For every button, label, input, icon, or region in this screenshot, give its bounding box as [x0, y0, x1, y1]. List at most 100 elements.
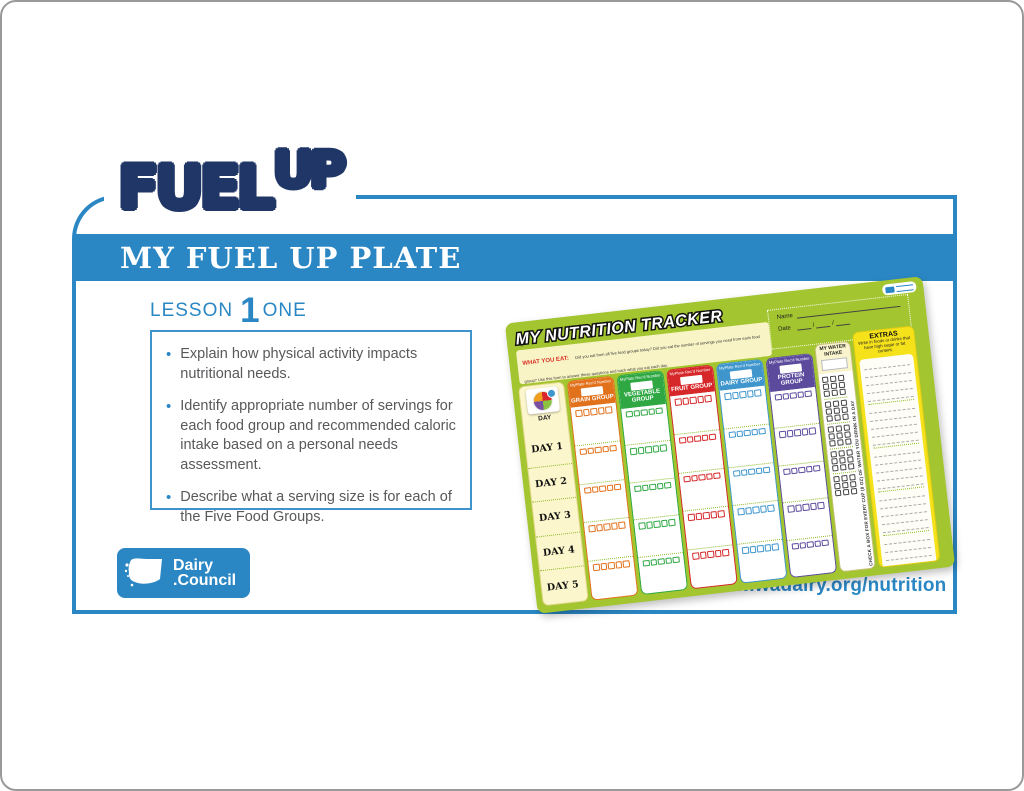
water-checkbox	[837, 439, 844, 446]
water-checkbox	[830, 382, 838, 390]
serving-checkbox	[699, 551, 707, 559]
objectives-box: • Explain how physical activity impacts n…	[150, 330, 472, 525]
serving-checkbox	[615, 561, 623, 569]
water-checkbox	[831, 457, 838, 465]
serving-checkbox	[587, 447, 595, 455]
water-checkbox	[844, 431, 851, 438]
serving-checkbox	[618, 521, 626, 530]
serving-checkbox	[782, 392, 790, 400]
serving-checkbox-row	[724, 389, 764, 428]
serving-checkbox	[652, 445, 660, 453]
water-checkbox	[831, 464, 839, 472]
serving-checkbox	[641, 484, 649, 492]
day-label: DAY 5	[546, 578, 580, 594]
serving-checkbox	[602, 445, 610, 453]
serving-checkbox	[637, 446, 645, 455]
serving-checkbox	[665, 556, 673, 565]
serving-checkbox	[814, 539, 822, 548]
serving-checkbox	[579, 448, 587, 456]
water-checkbox	[846, 449, 853, 456]
fuel-up-logo-word-up: UP	[270, 138, 349, 202]
fuel-up-logo-word-fuel: FUEL	[115, 150, 278, 226]
serving-checkbox	[724, 392, 732, 400]
group-name: PROTEIN GROUP	[777, 371, 805, 388]
water-checkbox	[833, 407, 841, 415]
title-banner: MY FUEL UP PLATE	[76, 234, 953, 281]
serving-checkbox-row	[737, 504, 778, 544]
serving-checkbox	[722, 549, 730, 557]
serving-checkbox	[657, 557, 665, 565]
water-checkbox	[837, 374, 845, 382]
serving-cell	[728, 462, 778, 507]
serving-checkbox	[613, 483, 622, 491]
water-checkbox	[847, 463, 855, 470]
what-you-eat-heading: WHAT YOU EAT:	[522, 355, 570, 367]
water-checkbox	[839, 388, 847, 396]
serving-checkbox-row	[584, 483, 624, 522]
serving-checkbox	[659, 444, 668, 452]
serving-checkbox	[591, 485, 599, 494]
water-checkbox	[839, 457, 846, 464]
serving-checkbox	[733, 469, 741, 477]
water-checkbox	[834, 489, 842, 497]
water-checkbox	[830, 450, 838, 458]
serving-cell	[625, 440, 675, 484]
serving-checkbox	[813, 464, 821, 472]
water-checkbox	[849, 474, 856, 481]
serving-cell	[774, 423, 824, 467]
serving-cell	[579, 479, 629, 524]
day-row: DAY 2	[528, 463, 577, 503]
serving-checkbox-row	[674, 395, 715, 434]
lesson-number-word: ONE	[262, 299, 307, 321]
serving-checkbox	[668, 518, 676, 527]
dairy-council-mini-logo	[881, 280, 917, 296]
serving-checkbox-row	[687, 510, 728, 550]
serving-checkbox	[806, 540, 814, 548]
water-checkbox	[838, 381, 846, 389]
day-row: DAY 4	[536, 532, 584, 572]
serving-checkbox	[728, 431, 736, 439]
water-checkbox	[836, 432, 843, 439]
serving-checkbox	[692, 552, 700, 560]
serving-checkbox	[752, 506, 760, 514]
serving-checkbox-row	[692, 549, 732, 588]
serving-cell	[575, 441, 625, 486]
serving-cell	[638, 553, 687, 594]
date-blank-line	[816, 320, 831, 329]
water-checkbox	[838, 450, 845, 457]
serving-checkbox	[622, 560, 630, 568]
serving-checkbox	[606, 484, 614, 492]
serving-checkbox	[698, 473, 706, 481]
serving-cell	[629, 478, 679, 521]
serving-checkbox	[821, 539, 829, 547]
serving-checkbox	[740, 468, 748, 477]
serving-checkbox	[644, 446, 653, 454]
serving-checkbox	[713, 472, 721, 480]
serving-checkbox	[717, 510, 725, 518]
mini-logo-text-lines	[896, 283, 914, 292]
serving-checkbox	[714, 549, 722, 558]
serving-checkbox	[697, 395, 705, 404]
serving-checkbox-row	[630, 444, 670, 481]
water-checkbox	[826, 415, 833, 422]
serving-checkbox-row	[588, 521, 629, 561]
serving-checkbox	[702, 512, 710, 520]
date-label: Date	[777, 325, 792, 333]
serving-checkbox	[650, 558, 658, 566]
serving-checkbox	[679, 436, 687, 445]
serving-checkbox	[653, 520, 661, 528]
serving-checkbox	[582, 408, 590, 417]
serving-checkbox	[743, 429, 751, 437]
serving-checkbox	[748, 468, 756, 476]
serving-checkbox	[695, 513, 703, 521]
serving-checkbox	[708, 433, 717, 441]
water-checkbox	[841, 406, 849, 414]
water-checkbox	[822, 383, 830, 391]
serving-checkbox	[640, 408, 648, 417]
serving-checkbox	[683, 475, 691, 483]
serving-checkbox-row	[642, 556, 683, 593]
serving-checkbox	[693, 435, 702, 443]
serving-checkbox	[787, 505, 795, 513]
bullet-icon: •	[166, 489, 172, 507]
serving-checkbox	[756, 545, 765, 553]
